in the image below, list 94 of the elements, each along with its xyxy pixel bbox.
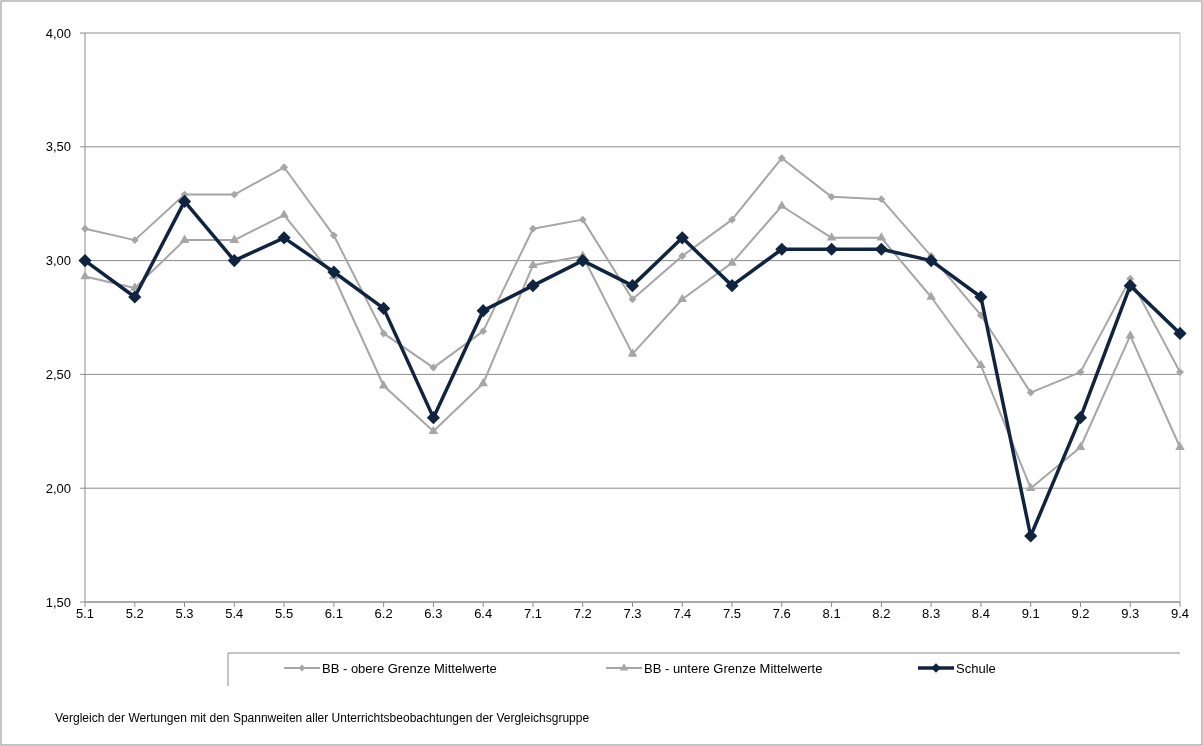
x-tick-label: 7.4 xyxy=(673,606,692,621)
point xyxy=(777,154,786,163)
point xyxy=(777,200,787,209)
point xyxy=(80,270,90,280)
x-tick-label: 9.2 xyxy=(1071,606,1090,621)
x-tick-label: 5.5 xyxy=(275,606,294,621)
point xyxy=(775,242,789,256)
point xyxy=(128,290,142,304)
point xyxy=(1175,441,1185,451)
point xyxy=(1073,411,1088,425)
y-tick-label: 2,00 xyxy=(45,480,71,496)
y-tick-label: 2,50 xyxy=(45,366,71,382)
point xyxy=(1173,326,1187,340)
x-tick-label: 5.2 xyxy=(125,606,144,621)
point xyxy=(976,359,986,369)
point xyxy=(177,194,192,208)
x-tick-label: 8.3 xyxy=(922,606,941,621)
legend-label: BB - obere Grenze Mittelwerte xyxy=(322,660,497,676)
point xyxy=(1076,368,1085,377)
x-tick-label: 7.6 xyxy=(772,606,791,621)
y-tick-label: 3,50 xyxy=(45,139,71,155)
point xyxy=(578,215,587,224)
point xyxy=(728,215,737,224)
point xyxy=(378,380,389,389)
point xyxy=(81,224,89,233)
point xyxy=(280,163,289,172)
x-tick-label: 8.4 xyxy=(971,606,990,621)
point xyxy=(1026,388,1035,397)
x-tick-label: 7.2 xyxy=(573,606,592,621)
x-tick-label: 6.4 xyxy=(474,606,493,621)
point xyxy=(826,232,837,241)
x-tick-label: 9.3 xyxy=(1121,606,1140,621)
point xyxy=(227,254,241,268)
point xyxy=(874,242,888,256)
point xyxy=(974,290,988,304)
point xyxy=(428,425,439,435)
x-tick-label: 8.2 xyxy=(872,606,891,621)
point xyxy=(627,348,638,357)
point xyxy=(377,301,391,315)
x-tick-label: 5.3 xyxy=(175,606,194,621)
x-tick-label: 6.3 xyxy=(424,606,443,621)
point xyxy=(877,195,886,204)
point xyxy=(628,295,637,304)
point xyxy=(476,304,490,318)
point xyxy=(926,291,936,300)
point xyxy=(329,231,338,240)
point xyxy=(876,232,887,241)
point xyxy=(625,279,640,293)
point xyxy=(478,377,488,387)
point xyxy=(827,192,836,201)
point xyxy=(1025,482,1036,491)
point xyxy=(678,252,687,261)
point xyxy=(379,329,388,338)
x-tick-label: 6.2 xyxy=(374,606,393,621)
point xyxy=(130,236,139,245)
x-tick-label: 5.1 xyxy=(75,606,95,621)
point xyxy=(727,257,737,266)
x-tick-label: 6.1 xyxy=(324,606,343,621)
point xyxy=(976,311,985,320)
point xyxy=(1075,441,1086,451)
point xyxy=(479,327,488,336)
point xyxy=(528,224,537,233)
point xyxy=(526,279,540,293)
point xyxy=(429,363,438,372)
point xyxy=(675,231,689,245)
y-tick-label: 1,50 xyxy=(45,594,71,610)
y-tick-label: 3,00 xyxy=(45,253,71,269)
point xyxy=(327,265,341,279)
point xyxy=(279,209,289,218)
x-tick-label: 5.4 xyxy=(225,606,244,621)
legend-label: Schule xyxy=(956,660,996,676)
point xyxy=(576,254,590,268)
x-tick-label: 7.5 xyxy=(723,606,742,621)
point xyxy=(78,254,92,268)
legend-label: BB - untere Grenze Mittelwerte xyxy=(644,660,823,676)
point xyxy=(179,234,190,243)
y-tick-label: 4,00 xyxy=(45,25,71,41)
point xyxy=(924,254,938,268)
point xyxy=(230,190,239,199)
point xyxy=(229,234,240,243)
x-tick-label: 7.1 xyxy=(523,606,542,621)
point xyxy=(277,231,291,245)
point xyxy=(528,259,538,268)
point xyxy=(725,279,739,293)
x-tick-label: 9.1 xyxy=(1021,606,1040,621)
x-tick-label: 9.4 xyxy=(1170,606,1190,621)
point xyxy=(1123,279,1137,293)
text: Vergleich der Wertungen mit den Spannweiten aller Unterrichtsbeobachtungen der Vergleichsgruppe xyxy=(55,711,590,725)
point xyxy=(1176,368,1184,377)
point xyxy=(426,411,440,425)
point xyxy=(677,293,688,303)
point xyxy=(825,242,839,256)
x-tick-label: 7.3 xyxy=(623,606,642,621)
x-tick-label: 8.1 xyxy=(822,606,841,621)
